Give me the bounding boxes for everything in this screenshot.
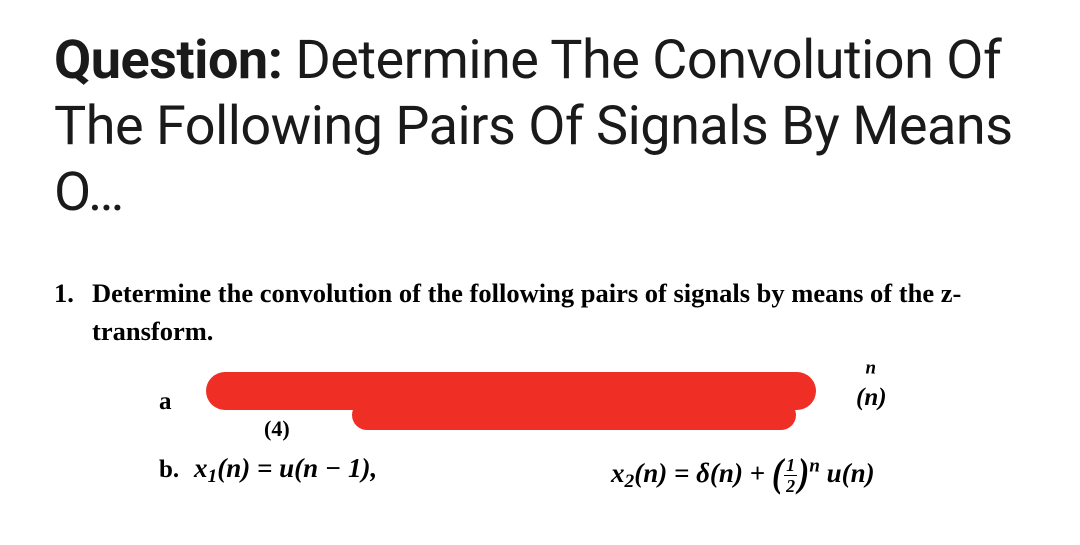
part-b-x1: x1(n) = u(n − 1), (194, 453, 377, 488)
part-a-label: a (159, 388, 172, 416)
question-label: Question: (54, 29, 282, 92)
part-b-label: b. (159, 456, 179, 484)
page-root: Question: Determine The Convolution Of T… (0, 0, 1080, 498)
problem-1: 1. Determine the convolution of the foll… (54, 274, 1026, 351)
question-heading: Question: Determine The Convolution Of T… (54, 28, 1026, 226)
problem-statement: Determine the convolution of the followi… (92, 274, 1026, 351)
problem-figure: a (4) (14)n (n) b. x1(n) = u(n − 1), x2(… (54, 358, 1026, 498)
annotation-red-stroke-2 (352, 400, 796, 430)
part-b-x2: x2(n) = δ(n) + (12)n u(n) (611, 453, 875, 495)
problem-number: 1. (54, 274, 92, 351)
part-a-fragment-tail: (n) (856, 384, 887, 412)
part-a-fragment-paren: (4) (264, 416, 290, 442)
